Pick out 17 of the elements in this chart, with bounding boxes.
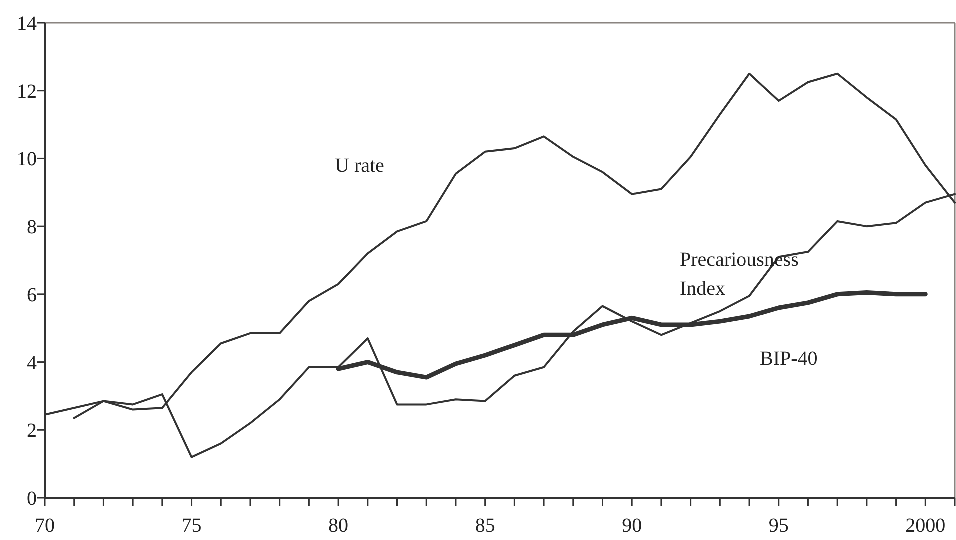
text: U rate <box>335 155 385 177</box>
series-label: BIP-40 <box>760 348 818 370</box>
x-tick-label: 70 <box>35 515 55 537</box>
x-tick-label: 95 <box>768 515 789 537</box>
x-tick-label: 80 <box>328 515 349 537</box>
y-tick-label: 12 <box>17 80 37 103</box>
y-tick-label: 10 <box>17 148 37 171</box>
y-tick-label: 0 <box>27 488 37 510</box>
x-tick-label: 90 <box>622 515 642 537</box>
y-tick-label: 2 <box>27 420 37 442</box>
y-tick-label: 14 <box>17 13 37 35</box>
y-tick-label: 8 <box>27 216 37 239</box>
x-tick-label: 85 <box>475 515 496 537</box>
x-tick-label: 2000 <box>906 515 946 537</box>
x-tick-label: 75 <box>182 515 202 537</box>
y-tick-label: 4 <box>27 352 37 374</box>
y-tick-label: 6 <box>27 284 37 306</box>
